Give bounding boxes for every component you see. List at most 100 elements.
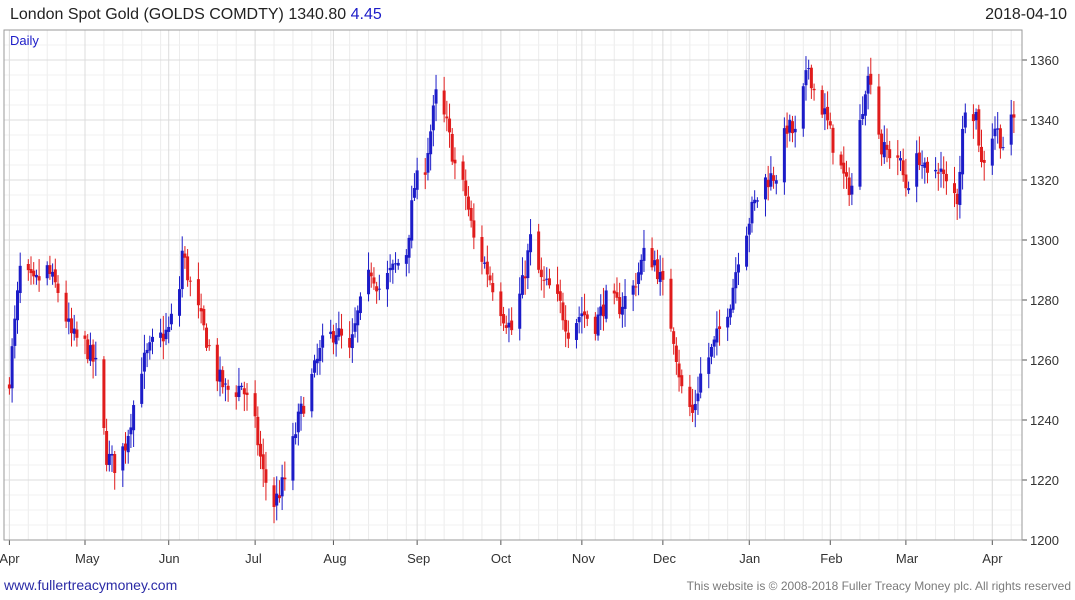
site-link[interactable]: www.fullertreacymoney.com (4, 577, 178, 593)
candle-body (850, 185, 854, 195)
candle-body (340, 328, 344, 336)
candle-body (510, 320, 514, 331)
candle-body (718, 326, 722, 329)
candle-body (358, 296, 362, 314)
candle-body (577, 317, 581, 323)
candle-body (766, 179, 770, 188)
candle-body (291, 436, 295, 481)
candle-body (148, 342, 152, 351)
candle-body (920, 165, 924, 167)
candle-body (866, 75, 870, 94)
candle-body (450, 133, 454, 162)
candle-body (256, 416, 260, 446)
candle-body (631, 285, 635, 295)
candle-body (599, 306, 603, 316)
candle-body (726, 316, 730, 328)
candle-body (939, 168, 943, 172)
candle-body (677, 363, 681, 378)
candle-body (839, 154, 843, 166)
x-tick-label: Dec (653, 551, 677, 566)
candle-body (847, 177, 851, 196)
y-tick-label: 1200 (1030, 533, 1059, 548)
candle-body (790, 121, 794, 134)
candle-body (734, 272, 738, 289)
candle-body (634, 286, 638, 288)
candle-body (464, 180, 468, 196)
candle-body (110, 453, 114, 456)
candle-body (348, 337, 352, 348)
candle-body (105, 431, 109, 465)
candle-body (145, 349, 149, 354)
candle-body (240, 385, 244, 387)
candle-body (218, 369, 222, 382)
candle-body (869, 73, 873, 85)
candle-body (423, 172, 427, 175)
candle-body (674, 345, 678, 362)
candle-body (523, 276, 527, 279)
candle-body (880, 133, 884, 155)
candle-body (167, 326, 171, 332)
candle-body (728, 308, 732, 318)
candle-body (237, 385, 241, 398)
candle-body (186, 256, 190, 281)
candle-body (782, 128, 786, 183)
candle-body (259, 443, 263, 457)
candle-body (583, 311, 587, 316)
candle-body (75, 329, 79, 338)
candle-body (448, 118, 452, 133)
candle-body (612, 290, 616, 294)
candle-body (32, 270, 36, 277)
x-tick-label: Nov (572, 551, 596, 566)
candle-body (113, 454, 117, 474)
x-tick-label: Aug (323, 551, 346, 566)
candle-body (296, 411, 300, 433)
candle-body (888, 149, 892, 159)
candle-body (121, 446, 125, 471)
candle-body (863, 94, 867, 116)
candle-body (29, 268, 33, 274)
candle-body (601, 304, 605, 317)
candle-body (753, 199, 757, 204)
candle-body (261, 454, 265, 470)
last-price: 1340.80 (288, 6, 347, 23)
candle-body (183, 253, 187, 258)
candle-body (367, 269, 371, 295)
candle-body (310, 373, 314, 412)
candle-body (253, 393, 257, 417)
candle-body (942, 169, 946, 175)
candle-body (769, 173, 773, 187)
candle-body (653, 260, 657, 266)
candle-body (302, 405, 306, 414)
candle-body (161, 333, 165, 342)
candle-body (974, 111, 978, 121)
candle-body (745, 235, 749, 267)
candle-body (661, 270, 665, 280)
candle-body (34, 274, 38, 278)
candle-body (809, 67, 813, 89)
candle-body (7, 384, 11, 389)
x-tick-label: Apr (0, 551, 20, 566)
candle-body (461, 161, 465, 180)
candle-body (596, 314, 600, 336)
candle-body (245, 392, 249, 395)
candle-body (199, 308, 203, 312)
candle-body (472, 220, 476, 238)
candle-body (180, 250, 184, 290)
candle-body (56, 283, 60, 293)
candle-body (993, 128, 997, 137)
candle-body (132, 405, 136, 431)
candle-body (442, 90, 446, 115)
candle-body (275, 493, 279, 506)
candle-body (169, 313, 173, 325)
candle-body (823, 108, 827, 115)
candle-body (747, 223, 751, 235)
candle-body (998, 128, 1002, 149)
candle-body (861, 114, 865, 120)
candle-body (334, 335, 338, 345)
candle-body (990, 138, 994, 166)
candle-body (415, 170, 419, 190)
plot-frame (3, 29, 1023, 541)
candle-body (1009, 114, 1013, 145)
candle-body (963, 112, 967, 128)
candle-body (731, 287, 735, 310)
